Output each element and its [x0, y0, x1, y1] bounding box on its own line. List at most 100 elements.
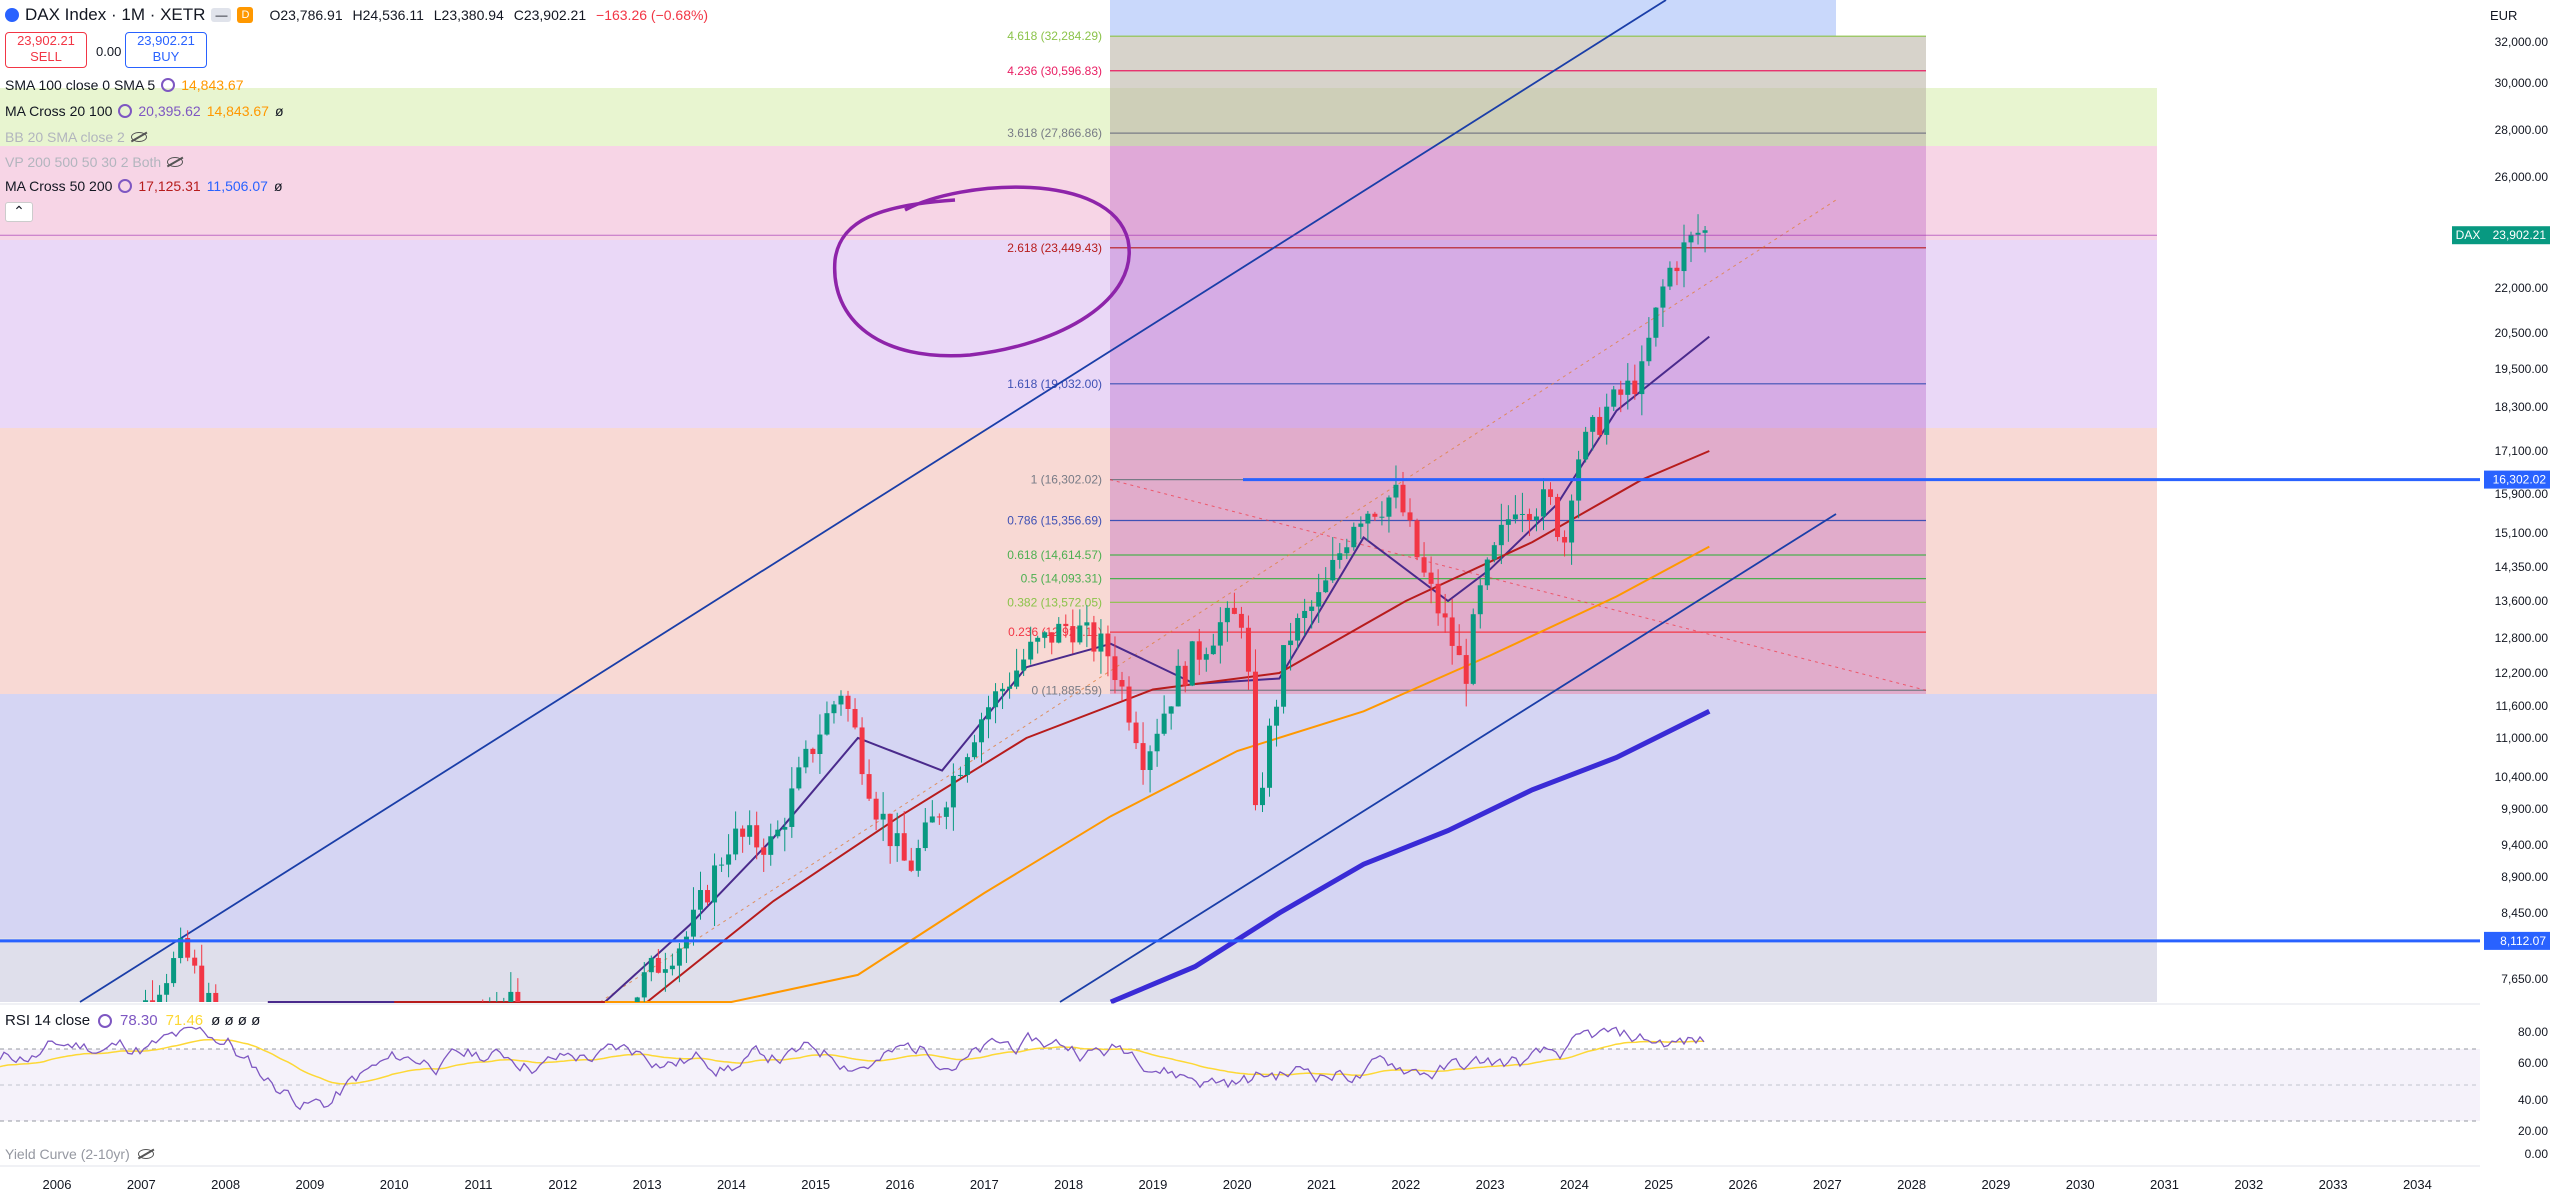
band-lilac	[0, 240, 2157, 428]
candle-body	[178, 938, 184, 959]
time-axis[interactable]: 2006 2007 2008 2009 2010 2011 2012 2013 2014 2015…	[0, 1165, 2480, 1192]
rsi-line	[0, 1026, 1705, 1111]
price-tick-label: 19,500.00	[2495, 362, 2549, 376]
indicator-name: VP 200 500 50 30 2 Both	[5, 154, 162, 170]
candle-body	[1189, 641, 1195, 686]
rsi-label: RSI 14 close	[5, 1012, 91, 1029]
candle-body	[662, 969, 668, 973]
candle-body	[171, 958, 177, 984]
candle-body	[1147, 751, 1153, 771]
time-tick-label: 2012	[548, 1177, 577, 1192]
indicator-name: MA Cross 20 100	[5, 103, 113, 119]
price-tick-label: 15,900.00	[2495, 487, 2549, 501]
candle-body	[1182, 665, 1188, 686]
d-badge[interactable]: D	[237, 7, 254, 23]
candle-body	[1344, 547, 1350, 554]
sell-button[interactable]: 23,902.21 SELL	[5, 32, 87, 68]
hidden-eye-icon[interactable]	[167, 157, 184, 167]
minus-badge[interactable]: —	[211, 8, 232, 22]
band-salmon	[0, 428, 2157, 694]
candle-body	[1105, 633, 1111, 657]
indicator-value: 17,125.31	[138, 178, 201, 194]
time-tick-label: 2027	[1813, 1177, 1842, 1192]
candle-body	[1681, 242, 1687, 272]
price-tick-label: 22,000.00	[2495, 281, 2549, 295]
indicator-value: ø	[273, 178, 283, 194]
candle-body	[655, 957, 661, 973]
candle-body	[1140, 743, 1146, 771]
yield-curve-legend[interactable]: Yield Curve (2-10yr)	[5, 1146, 154, 1162]
symbol-row[interactable]: DAX Index · 1M · XETR — D O23,786.91 H24…	[5, 4, 714, 26]
candle-body	[683, 936, 689, 949]
settings-icon[interactable]	[161, 78, 176, 92]
candle-body	[508, 991, 514, 1002]
symbol-title[interactable]: DAX Index · 1M · XETR	[25, 5, 206, 24]
buy-price: 23,902.21	[137, 33, 195, 48]
spread-value: 0.00	[96, 44, 122, 59]
candle-body	[1014, 670, 1020, 687]
candle-body	[817, 734, 823, 755]
yield-curve-label: Yield Curve (2-10yr)	[5, 1146, 130, 1162]
indicator-row[interactable]: MA Cross 20 100 20,395.62 14,843.67 ø	[5, 100, 284, 122]
time-tick-label: 2029	[1981, 1177, 2010, 1192]
time-tick-label: 2034	[2403, 1177, 2432, 1192]
rsi-legend[interactable]: RSI 14 close 78.30 71.46 ø ø ø ø	[5, 1012, 260, 1029]
price-axis-bg	[2480, 0, 2560, 1196]
time-tick-label: 2013	[633, 1177, 662, 1192]
time-tick-label: 2006	[43, 1177, 72, 1192]
candle-body	[726, 854, 732, 865]
candle-body	[740, 828, 746, 837]
candle-body	[185, 938, 191, 958]
candle-body	[880, 813, 886, 820]
candle-body	[922, 822, 928, 849]
band-grey	[0, 938, 2157, 1002]
indicator-row[interactable]: VP 200 500 50 30 2 Both	[5, 151, 184, 173]
candle-body	[199, 965, 205, 1002]
candle-body	[768, 836, 774, 855]
price-tick-label: 10,400.00	[2495, 770, 2549, 784]
candle-body	[1077, 625, 1083, 643]
price-candles	[143, 214, 1708, 1002]
indicator-value: ø	[274, 103, 284, 119]
hidden-eye-icon[interactable]	[137, 1149, 154, 1159]
rsi-value: 78.30	[120, 1012, 158, 1029]
indicator-row[interactable]: BB 20 SMA close 2	[5, 126, 147, 148]
indicator-row[interactable]: MA Cross 50 200 17,125.31 11,506.07 ø	[5, 175, 283, 197]
hidden-eye-icon[interactable]	[130, 132, 147, 142]
buy-button[interactable]: 23,902.21 BUY	[125, 32, 207, 68]
collapse-legend-button[interactable]: ⌃	[5, 202, 33, 222]
price-axis[interactable]: 32,000.00 30,000.00 28,000.00 26,000.00 22,0…	[2452, 0, 2560, 1196]
candle-body	[697, 890, 703, 910]
time-tick-label: 2020	[1223, 1177, 1252, 1192]
candle-body	[747, 825, 753, 837]
change-value: −163.26 (−0.68%)	[596, 7, 709, 23]
candle-body	[1449, 617, 1455, 646]
settings-icon[interactable]	[118, 179, 133, 193]
candle-body	[1084, 622, 1090, 626]
candle-body	[1442, 613, 1448, 618]
candle-body	[1358, 523, 1364, 527]
candle-body	[1330, 559, 1336, 581]
price-tick-label: 18,300.00	[2495, 400, 2549, 414]
annotation-circle	[832, 185, 1131, 358]
indicator-row[interactable]: SMA 100 close 0 SMA 5 14,843.67	[5, 74, 244, 96]
sma-100-line	[604, 545, 1710, 1003]
candle-body	[1646, 337, 1652, 362]
horizontal-lines[interactable]	[0, 234, 2480, 943]
time-tick-label: 2007	[127, 1177, 156, 1192]
candle-body	[1674, 267, 1680, 272]
currency-label[interactable]: EUR	[2490, 8, 2518, 23]
candle-body	[1512, 514, 1518, 520]
candle-body	[1407, 512, 1413, 521]
price-tick-label: 13,600.00	[2495, 594, 2549, 608]
candle-body	[1611, 389, 1617, 407]
candle-body	[887, 813, 893, 847]
trend-channel	[79, 0, 1837, 1003]
indicator-name: BB 20 SMA close 2	[5, 129, 125, 145]
candle-body	[1379, 516, 1385, 518]
settings-icon[interactable]	[98, 1013, 113, 1028]
candle-body	[831, 704, 837, 714]
candle-body	[1063, 623, 1069, 627]
settings-icon[interactable]	[118, 104, 133, 118]
